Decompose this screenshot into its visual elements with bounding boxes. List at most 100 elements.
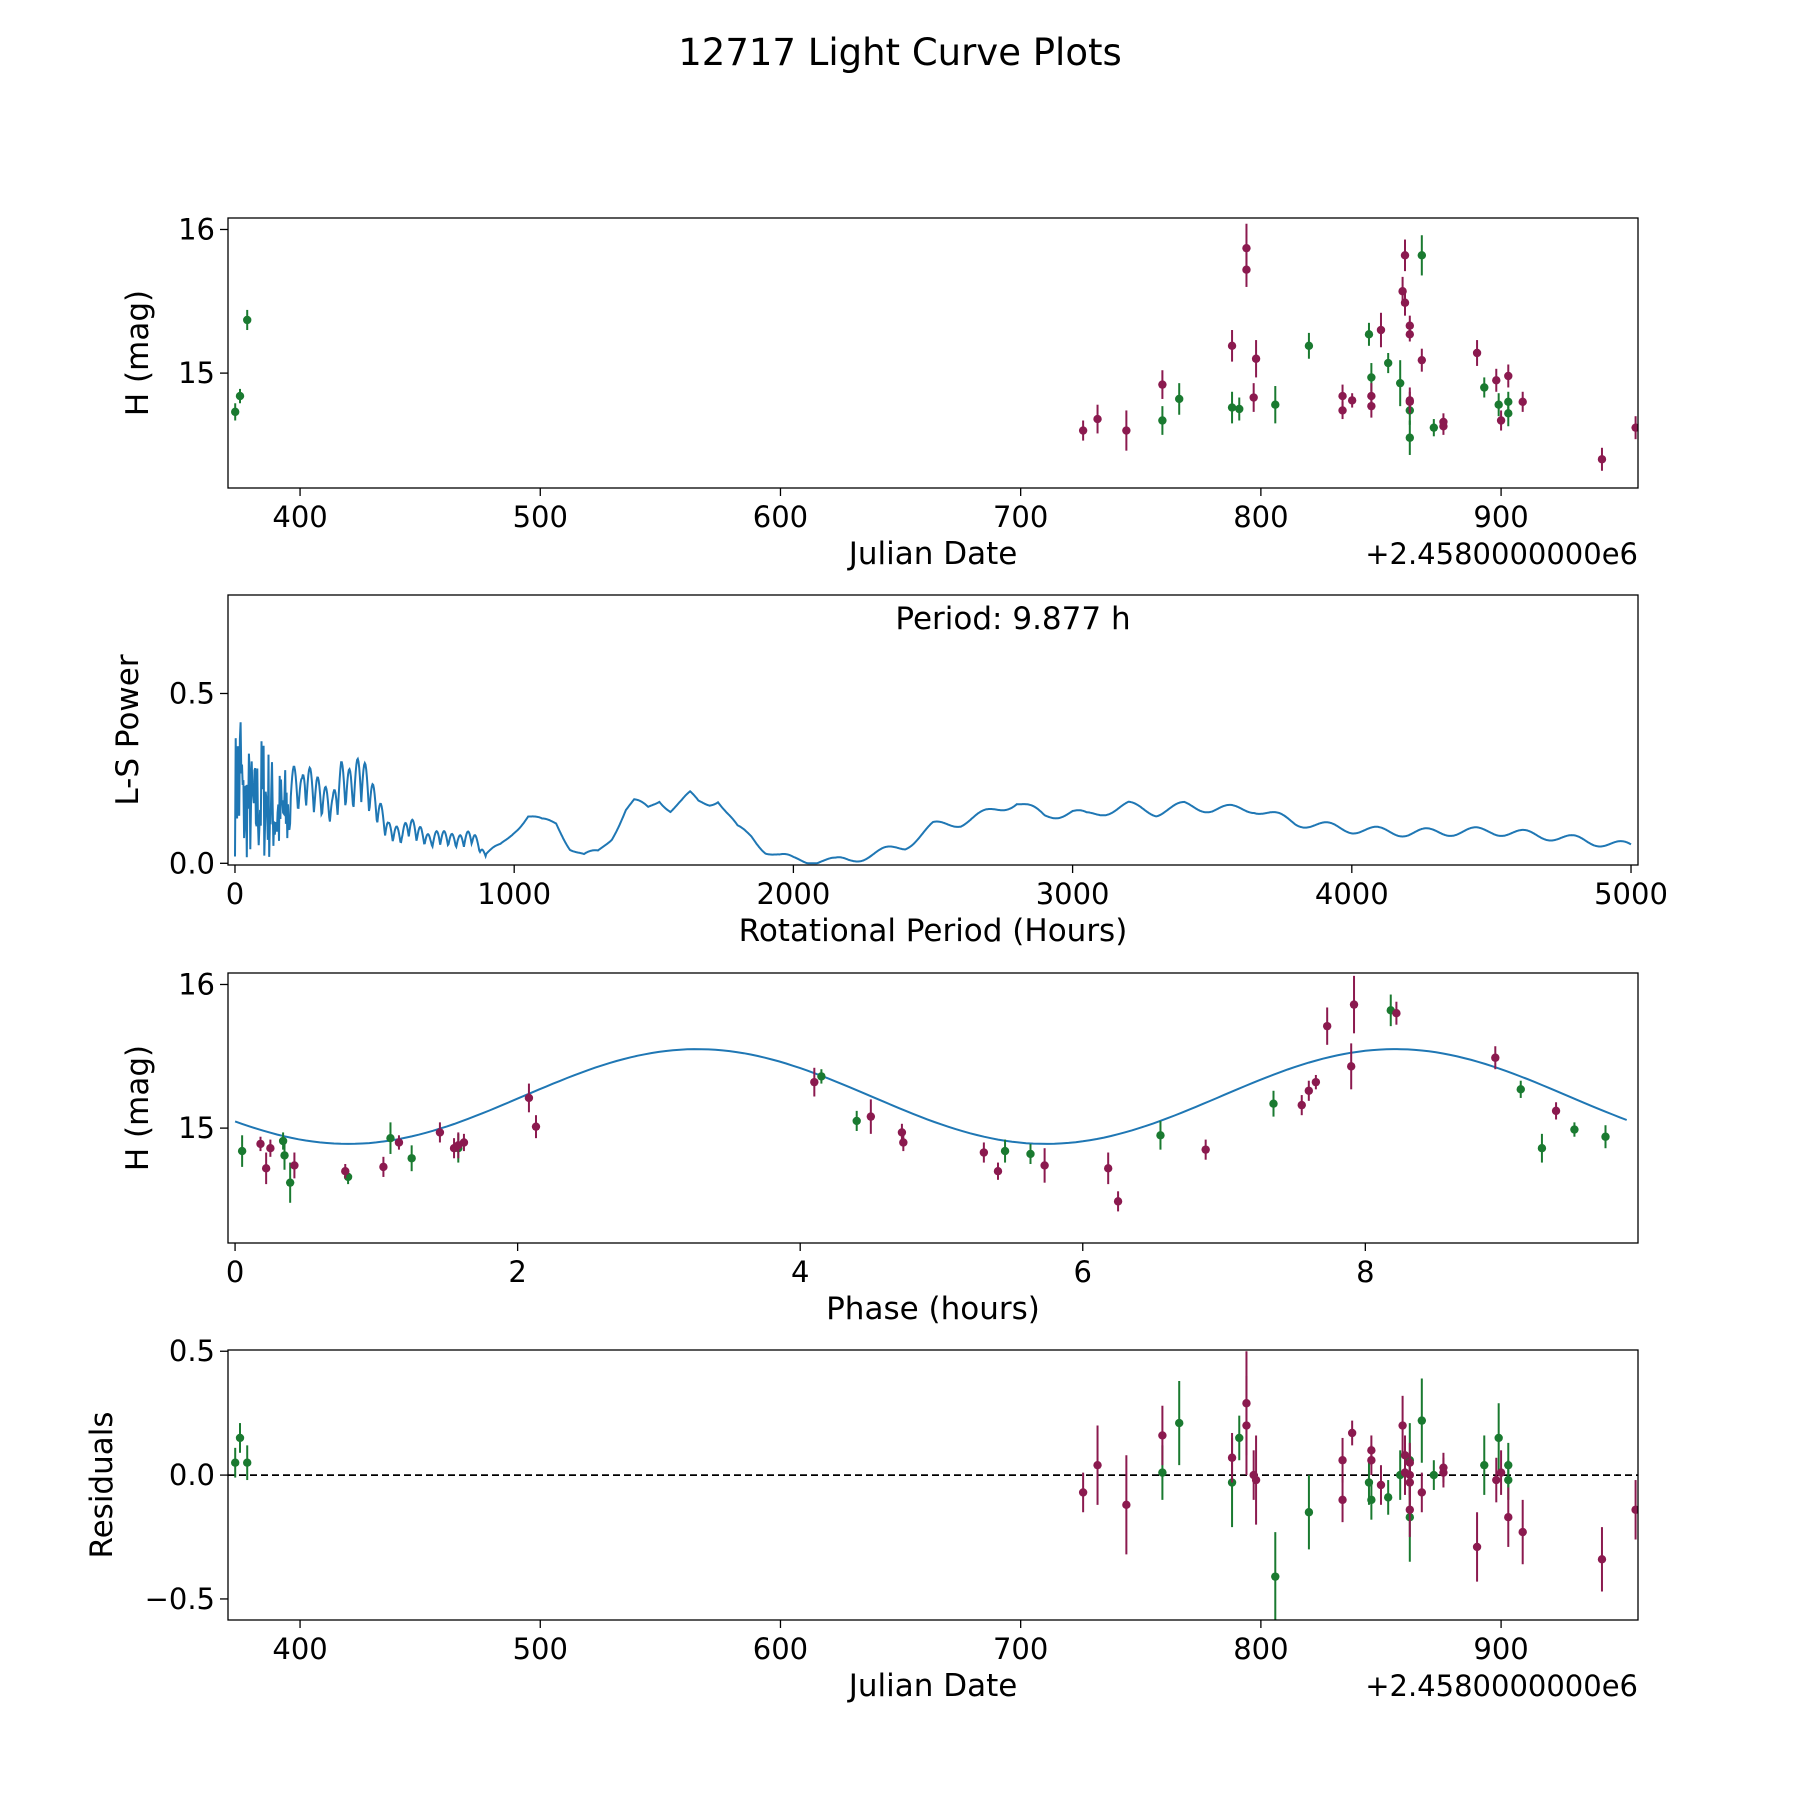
x-axis-label: Julian Date	[847, 1668, 1018, 1704]
data-point	[379, 1162, 388, 1172]
data-point	[1103, 1164, 1113, 1173]
data-point	[1400, 298, 1410, 307]
data-point	[1093, 414, 1102, 424]
x-tick-label: 4000	[1315, 877, 1389, 911]
x-axis-label: Rotational Period (Hours)	[739, 913, 1128, 949]
data-point	[1040, 1161, 1049, 1170]
y-tick-label: 0.5	[169, 676, 215, 710]
data-point	[1113, 1197, 1123, 1206]
x-tick-label: 0	[226, 1255, 244, 1289]
x-tick-label: 8	[1356, 1255, 1374, 1289]
data-point	[1000, 1146, 1010, 1156]
y-tick-label: 0.0	[169, 1458, 215, 1492]
series-purple	[256, 975, 1561, 1212]
data-point	[1601, 1132, 1610, 1141]
data-point	[810, 1077, 819, 1087]
data-point	[1251, 354, 1261, 363]
series-green	[231, 235, 1513, 455]
data-point	[1175, 1418, 1184, 1428]
data-point	[1367, 401, 1376, 411]
data-point	[1405, 433, 1415, 442]
x-offset-text: +2.4580000000e6	[1365, 537, 1638, 571]
data-point	[531, 1122, 541, 1131]
data-point	[237, 1146, 247, 1156]
figure-title: 12717 Light Curve Plots	[678, 31, 1122, 74]
data-point	[1417, 1416, 1427, 1425]
data-point	[899, 1138, 908, 1147]
axes-frame	[227, 972, 1639, 1244]
x-tick-label: 5000	[1594, 877, 1668, 911]
data-point	[1480, 383, 1489, 392]
data-point	[1417, 251, 1427, 260]
data-point	[1297, 1100, 1306, 1110]
plot-area	[234, 722, 1632, 865]
data-point	[231, 1458, 240, 1467]
y-axis-label: H (mag)	[120, 290, 156, 416]
x-tick-label: 600	[753, 500, 808, 534]
data-point	[1122, 426, 1131, 435]
x-tick-label: 800	[1233, 1632, 1288, 1666]
data-point	[1158, 380, 1167, 389]
data-point	[243, 315, 252, 325]
data-point	[993, 1166, 1003, 1176]
y-tick-label: 16	[178, 212, 215, 246]
x-offset-text: +2.4580000000e6	[1365, 1669, 1638, 1703]
plot-area	[228, 1351, 1638, 1620]
panel-phased-curve: Phase (hours) H (mag) 0 2 4 6 8 15 16	[120, 967, 1639, 1327]
data-point	[1175, 394, 1184, 404]
data-point	[1570, 1125, 1579, 1134]
data-point	[231, 407, 240, 417]
data-point	[1271, 400, 1280, 409]
data-point	[979, 1148, 989, 1157]
data-point	[1078, 426, 1088, 435]
data-point	[1417, 355, 1427, 365]
data-point	[341, 1166, 350, 1176]
data-point	[1439, 417, 1448, 427]
data-point	[1383, 1493, 1393, 1502]
data-point	[394, 1138, 404, 1147]
data-point	[1158, 1468, 1167, 1477]
data-point	[1158, 1431, 1167, 1440]
data-point	[1338, 406, 1347, 415]
data-point	[1400, 251, 1410, 260]
y-axis-label: Residuals	[84, 1411, 120, 1558]
x-tick-label: 1000	[477, 877, 551, 911]
x-tick-label: 500	[513, 500, 568, 534]
data-point	[1251, 1475, 1261, 1485]
data-point	[852, 1116, 861, 1126]
data-point	[897, 1128, 907, 1137]
model-fit-curve	[234, 1048, 1628, 1145]
axes-frame	[227, 1349, 1639, 1621]
x-tick-label: 700	[993, 500, 1048, 534]
data-point	[1322, 1021, 1332, 1031]
data-point	[1405, 330, 1415, 339]
x-tick-label: 4	[791, 1255, 809, 1289]
data-point	[1338, 391, 1347, 401]
data-point	[1504, 1460, 1513, 1470]
data-point	[1249, 393, 1258, 402]
data-point	[459, 1138, 469, 1147]
data-point	[1492, 1475, 1501, 1485]
data-point	[866, 1112, 876, 1121]
data-point	[1304, 341, 1314, 351]
data-point	[1472, 348, 1482, 358]
data-point	[1405, 397, 1415, 407]
data-point	[1405, 321, 1415, 330]
data-point	[1269, 1099, 1278, 1108]
data-point	[266, 1144, 275, 1153]
x-tick-label: 800	[1233, 500, 1288, 534]
axes-frame	[227, 217, 1639, 489]
data-point	[1429, 423, 1439, 432]
y-tick-label: 15	[178, 1111, 215, 1145]
data-point	[1156, 1131, 1165, 1140]
axes-frame	[227, 594, 1639, 866]
data-point	[1376, 1480, 1386, 1490]
data-point	[1122, 1500, 1131, 1510]
data-point	[1472, 1542, 1482, 1552]
data-point	[1304, 1508, 1314, 1517]
data-point	[1227, 403, 1237, 412]
data-point	[1347, 1428, 1357, 1438]
data-point	[1439, 1468, 1448, 1477]
data-point	[261, 1164, 271, 1173]
